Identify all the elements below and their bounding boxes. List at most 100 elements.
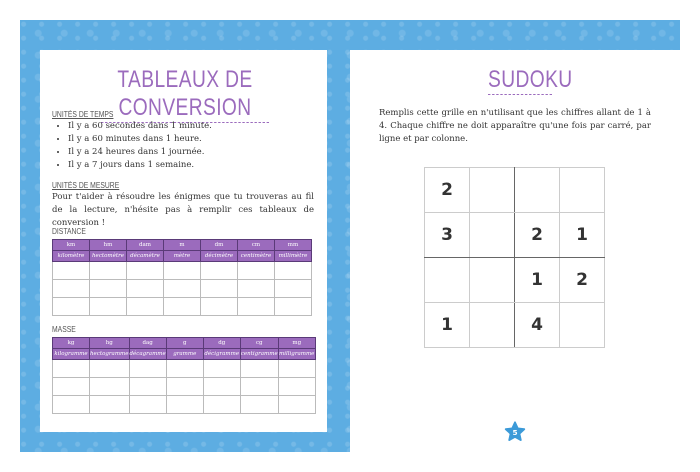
table-row — [52, 261, 312, 280]
unit-names: hectogramme — [89, 348, 130, 360]
input-cell[interactable] — [126, 279, 164, 298]
input-cell[interactable] — [89, 297, 127, 316]
page-number: 5 — [512, 428, 517, 437]
input-cell[interactable] — [128, 359, 167, 378]
input-cell[interactable] — [52, 359, 90, 378]
input-cell[interactable] — [239, 395, 279, 414]
table-row — [52, 377, 316, 396]
input-cell[interactable] — [274, 279, 312, 298]
conversion-panel: TABLEAUX DE CONVERSION UNITÉS DE TEMPS I… — [40, 50, 327, 432]
input-cell[interactable] — [52, 297, 90, 316]
input-cell[interactable] — [277, 359, 316, 378]
input-cell[interactable] — [200, 297, 238, 316]
input-cell[interactable] — [165, 395, 204, 414]
time-heading: UNITÉS DE TEMPS — [52, 110, 114, 119]
input-cell[interactable] — [163, 261, 201, 280]
unit-names: hectomètre — [89, 250, 127, 262]
mass-label: MASSE — [52, 325, 76, 334]
input-cell[interactable] — [277, 377, 316, 396]
unit-names: décagramme — [128, 348, 167, 360]
unit-abbr: kg — [52, 337, 90, 349]
input-cell[interactable] — [165, 377, 204, 396]
measure-text: Pour t'aider à résoudre les énigmes que … — [52, 192, 314, 228]
input-cell[interactable] — [237, 261, 275, 280]
unit-abbr: hm — [89, 239, 127, 251]
page-title: TABLEAUX DE CONVERSION — [101, 66, 269, 123]
unit-names: décamètre — [126, 250, 164, 262]
input-cell[interactable] — [200, 261, 238, 280]
input-cell[interactable] — [239, 359, 279, 378]
sudoku-instructions: Remplis cette grille en n'utilisant que … — [379, 108, 651, 144]
sudoku-cell[interactable] — [469, 302, 515, 348]
time-item: Il y a 24 heures dans 1 journée. — [68, 146, 316, 159]
input-cell[interactable] — [126, 297, 164, 316]
unit-names: gramme — [165, 348, 204, 360]
input-cell[interactable] — [89, 377, 130, 396]
unit-abbr: mg — [277, 337, 316, 349]
header-row: kilogramme hectogramme décagramme gramme déc… — [52, 348, 316, 360]
time-list: Il y a 60 secondes dans 1 minute.Il y a … — [56, 120, 316, 172]
unit-abbr: dg — [202, 337, 241, 349]
sudoku-cell[interactable] — [559, 167, 605, 213]
input-cell[interactable] — [165, 359, 204, 378]
input-cell[interactable] — [274, 261, 312, 280]
sudoku-cell[interactable] — [559, 302, 605, 348]
unit-abbr: cg — [239, 337, 279, 349]
unit-names: kilomètre — [52, 250, 90, 262]
unit-abbr: km — [52, 239, 90, 251]
unit-names: centigramme — [239, 348, 279, 360]
unit-names: décimètre — [200, 250, 238, 262]
measure-heading: UNITÉS DE MESURE — [52, 181, 120, 190]
input-cell[interactable] — [163, 279, 201, 298]
header-row: kg hg dag g dg cg mg — [52, 337, 316, 349]
sudoku-cell: 2 — [559, 257, 605, 303]
input-cell[interactable] — [200, 279, 238, 298]
table-row — [52, 297, 312, 316]
sudoku-cell[interactable] — [469, 212, 515, 258]
table-row — [52, 359, 316, 378]
input-cell[interactable] — [52, 279, 90, 298]
time-item: Il y a 7 jours dans 1 semaine. — [68, 159, 316, 172]
input-cell[interactable] — [89, 359, 130, 378]
input-cell[interactable] — [52, 377, 90, 396]
sudoku-cell: 2 — [514, 212, 560, 258]
unit-names: milligramme — [277, 348, 316, 360]
sudoku-cell[interactable] — [514, 167, 560, 213]
input-cell[interactable] — [52, 261, 90, 280]
unit-abbr: mm — [274, 239, 312, 251]
sudoku-cell[interactable] — [469, 257, 515, 303]
unit-abbr: dag — [128, 337, 167, 349]
input-cell[interactable] — [202, 395, 241, 414]
input-cell[interactable] — [128, 395, 167, 414]
header-row: kilomètre hectomètre décamètre mètre décimèt… — [52, 250, 312, 262]
input-cell[interactable] — [202, 377, 241, 396]
input-cell[interactable] — [163, 297, 201, 316]
input-cell[interactable] — [89, 395, 130, 414]
input-cell[interactable] — [274, 297, 312, 316]
unit-names: centimètre — [237, 250, 275, 262]
input-cell[interactable] — [237, 297, 275, 316]
unit-names: décigramme — [202, 348, 241, 360]
input-cell[interactable] — [128, 377, 167, 396]
time-item: Il y a 60 minutes dans 1 heure. — [68, 133, 316, 146]
input-cell[interactable] — [239, 377, 279, 396]
sudoku-cell: 2 — [424, 167, 470, 213]
unit-abbr: m — [163, 239, 201, 251]
sudoku-cell[interactable] — [469, 167, 515, 213]
sudoku-cell[interactable] — [424, 257, 470, 303]
input-cell[interactable] — [126, 261, 164, 280]
input-cell[interactable] — [89, 261, 127, 280]
sudoku-cell: 1 — [514, 257, 560, 303]
pattern-band — [20, 20, 680, 50]
input-cell[interactable] — [52, 395, 90, 414]
input-cell[interactable] — [202, 359, 241, 378]
input-cell[interactable] — [277, 395, 316, 414]
unit-abbr: dm — [200, 239, 238, 251]
sudoku-cell: 1 — [424, 302, 470, 348]
input-cell[interactable] — [89, 279, 127, 298]
input-cell[interactable] — [237, 279, 275, 298]
